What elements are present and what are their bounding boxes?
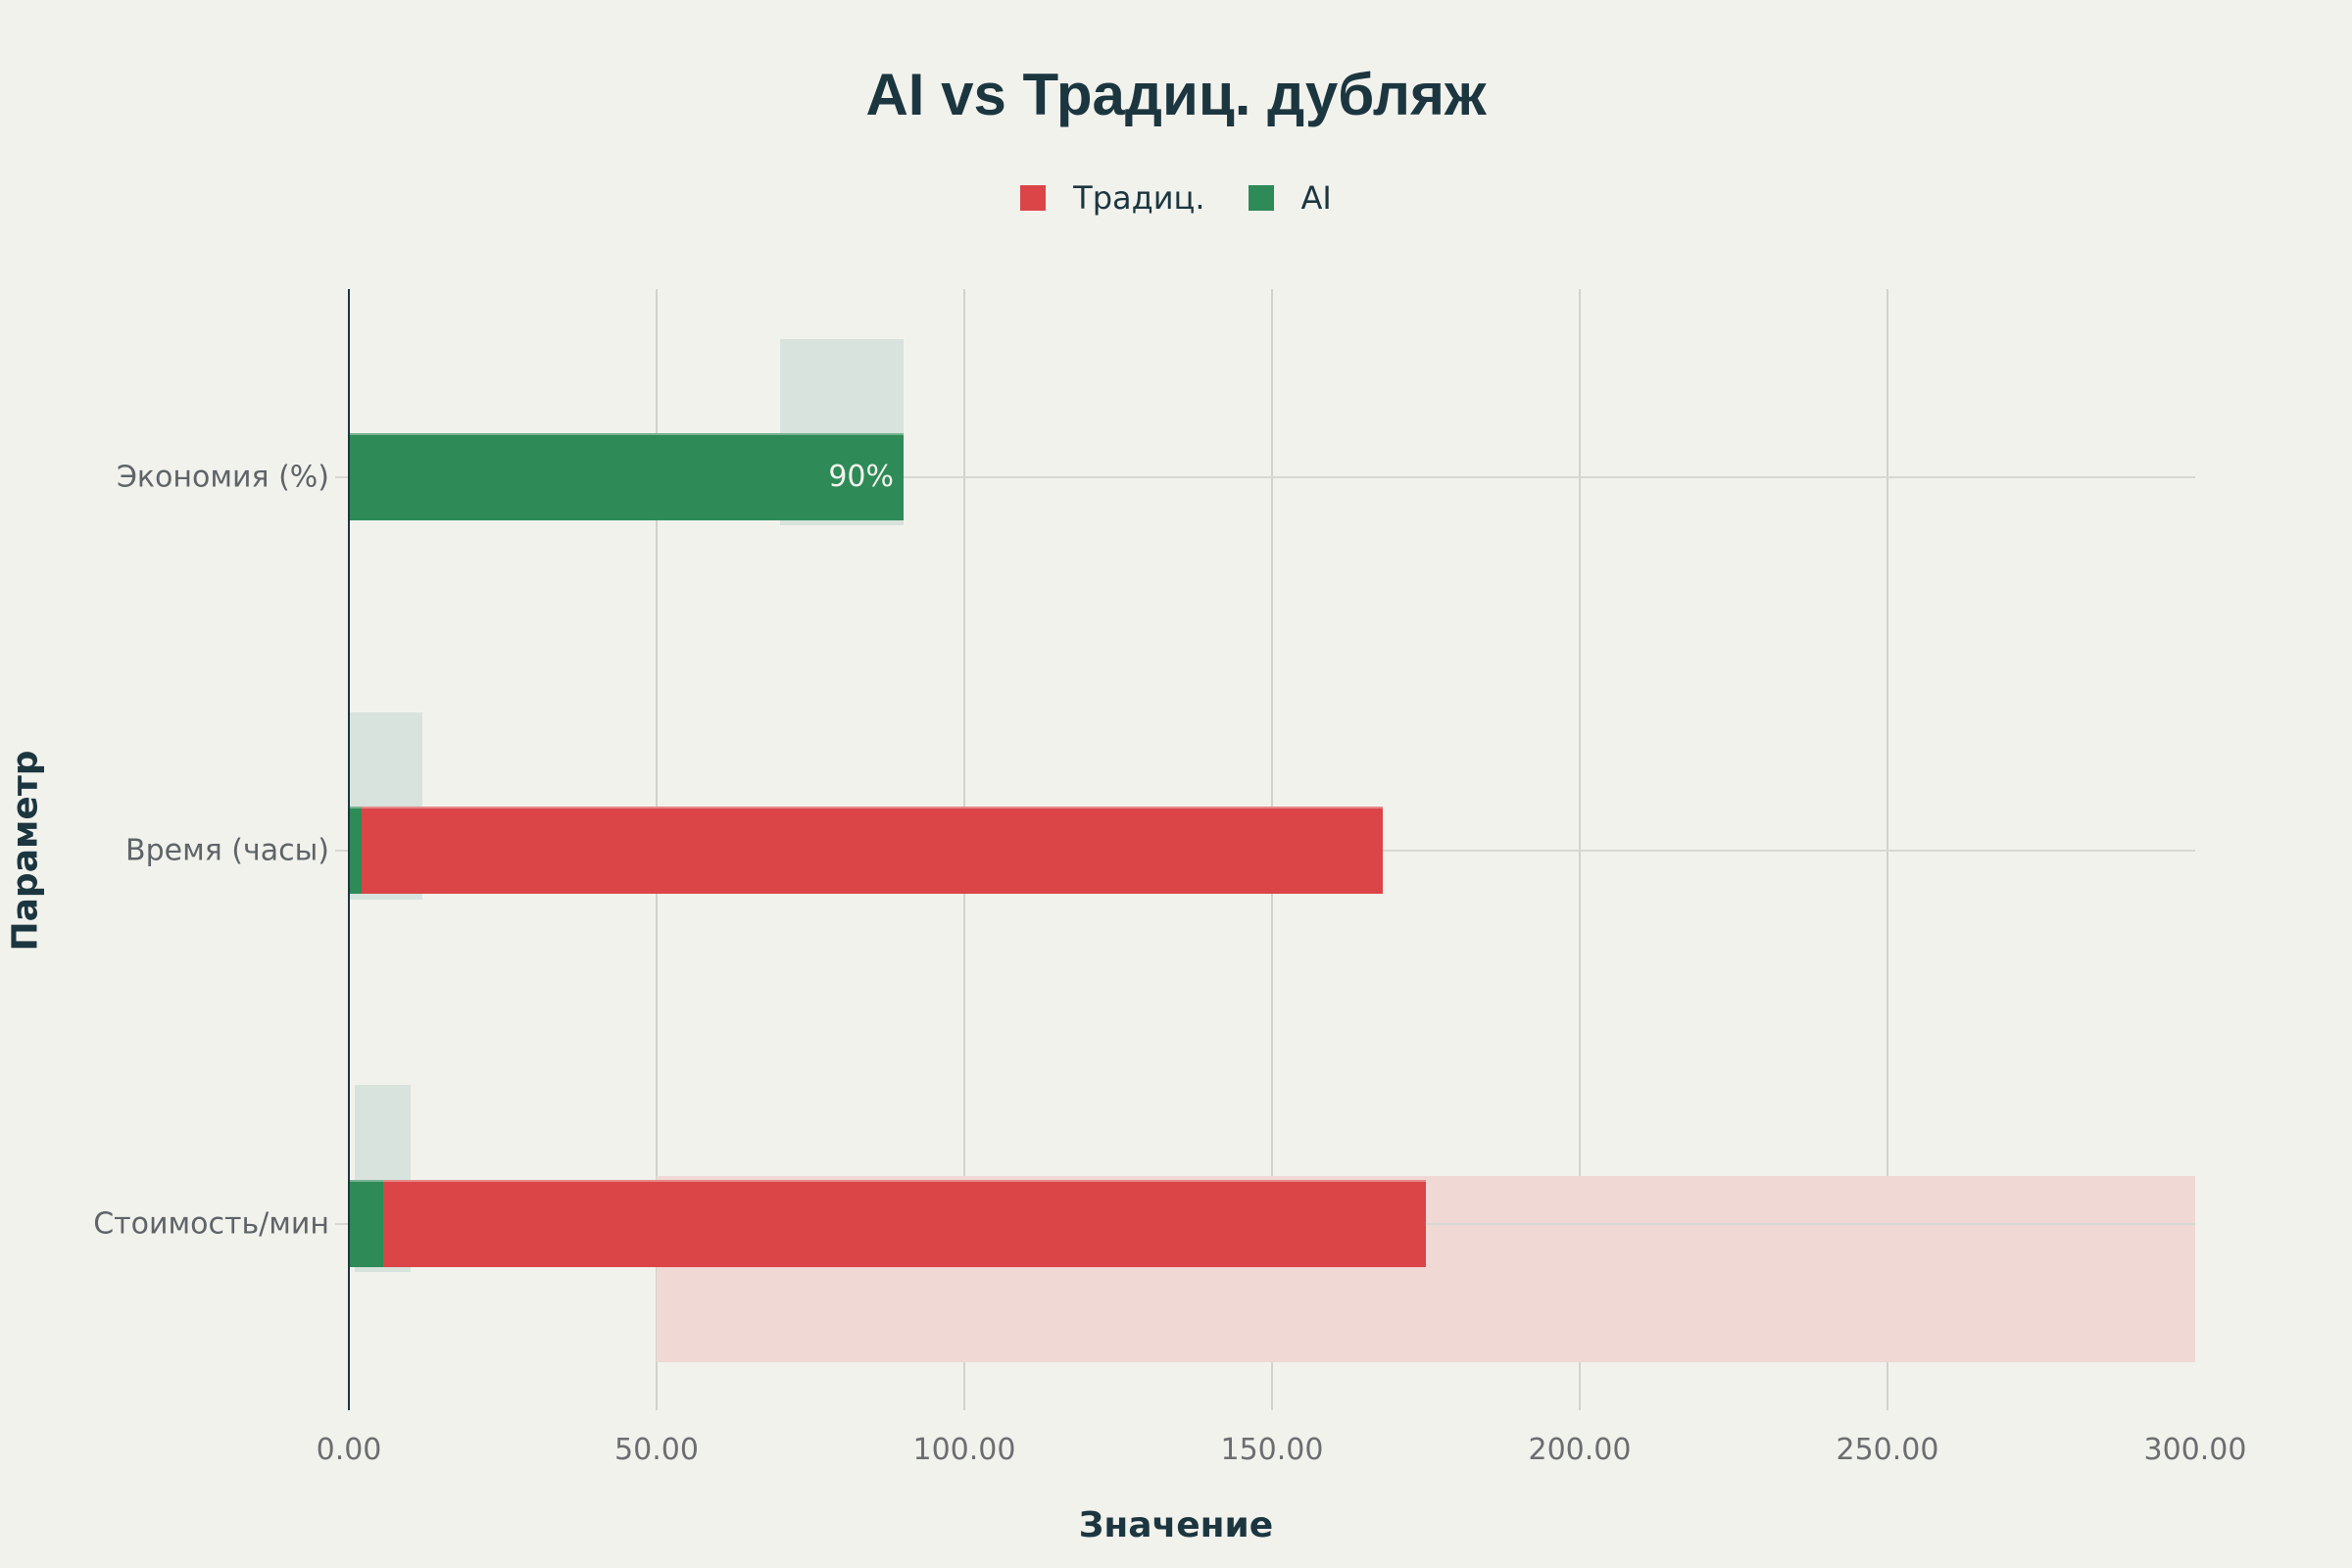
- x-tick-100: 100.00: [912, 1433, 1016, 1467]
- y-label-cost: Стоимость/мин: [93, 1206, 329, 1242]
- legend-label-traditional: Традиц.: [1073, 179, 1205, 217]
- row-line-savings: [335, 476, 2195, 478]
- legend: Традиц. AI: [0, 179, 2352, 217]
- chart-title: AI vs Традиц. дубляж: [865, 62, 1487, 127]
- x-tick-200: 200.00: [1528, 1433, 1632, 1467]
- bar-ai-cost[interactable]: [349, 1180, 383, 1267]
- x-tick-300: 300.00: [2143, 1433, 2247, 1467]
- x-axis-title: Значение: [1078, 1505, 1274, 1545]
- bar-label-savings: 90%: [828, 460, 894, 494]
- x-tick-0: 0.00: [316, 1433, 382, 1467]
- y-label-time: Время (часы): [125, 833, 329, 868]
- y-axis-title: Параметр: [5, 750, 46, 952]
- legend-item-ai[interactable]: AI: [1248, 179, 1332, 217]
- plot-area: 90%: [335, 289, 2195, 1410]
- bar-traditional-cost[interactable]: [349, 1180, 1426, 1267]
- y-label-savings: Экономия (%): [116, 460, 329, 495]
- bar-ai-savings[interactable]: [349, 433, 904, 520]
- x-tick-250: 250.00: [1836, 1433, 1939, 1467]
- bar-traditional-time[interactable]: [349, 807, 1383, 894]
- legend-swatch-traditional: [1020, 185, 1047, 211]
- bar-ai-time[interactable]: [349, 807, 362, 894]
- legend-swatch-ai: [1248, 185, 1274, 211]
- y-axis-line: [348, 289, 350, 1410]
- x-tick-150: 150.00: [1220, 1433, 1324, 1467]
- legend-item-traditional[interactable]: Традиц.: [1020, 179, 1205, 217]
- legend-label-ai: AI: [1300, 179, 1332, 217]
- x-tick-50: 50.00: [614, 1433, 699, 1467]
